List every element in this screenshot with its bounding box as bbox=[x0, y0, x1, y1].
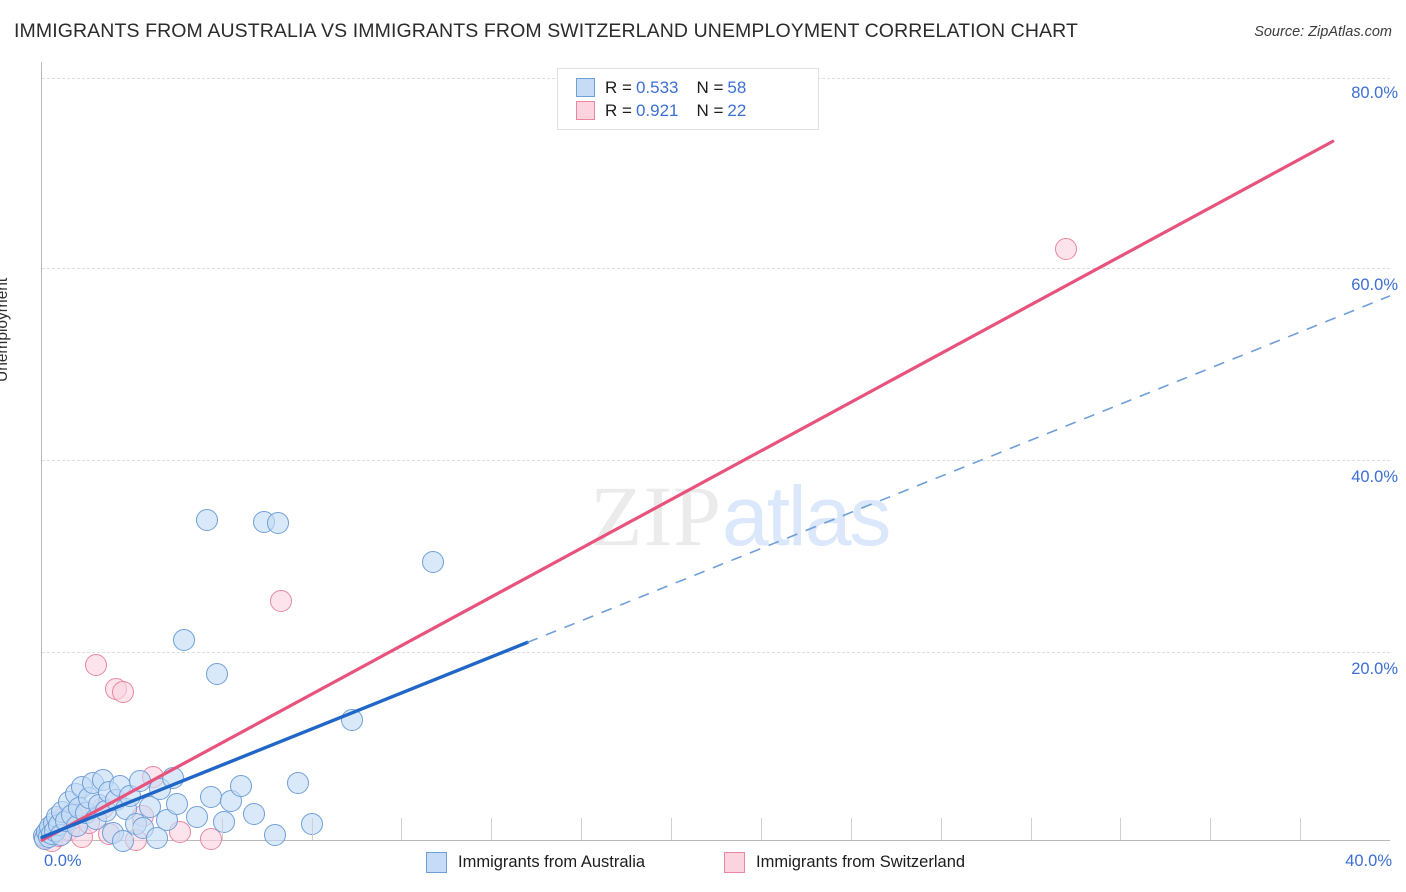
data-point bbox=[212, 811, 235, 833]
x-tick-label-min: 0.0% bbox=[44, 852, 82, 870]
series-label-switzerland: Immigrants from Switzerland bbox=[756, 853, 966, 871]
x-axis-tick bbox=[671, 818, 673, 840]
x-axis-tick bbox=[1210, 818, 1212, 840]
gridline-20 bbox=[42, 652, 1390, 653]
y-tick-label-20: 20.0% bbox=[1351, 660, 1398, 678]
y-tick-label-60: 60.0% bbox=[1351, 276, 1398, 294]
x-axis-tick bbox=[760, 818, 762, 840]
data-point bbox=[162, 766, 185, 789]
x-axis-tick bbox=[221, 818, 223, 840]
source-attribution: Source: ZipAtlas.com bbox=[1254, 24, 1392, 40]
legend-n-value-switzerland: 22 bbox=[727, 100, 747, 120]
plot-area: ZIPatlas bbox=[32, 62, 1390, 853]
x-axis-tick bbox=[850, 818, 852, 840]
page-title: IMMIGRANTS FROM AUSTRALIA VS IMMIGRANTS … bbox=[14, 20, 1078, 42]
legend-r-value-australia: 0.533 bbox=[635, 77, 679, 97]
watermark-atlas: atlas bbox=[722, 469, 891, 563]
series-swatch-switzerland bbox=[724, 852, 745, 873]
data-point bbox=[165, 792, 188, 815]
series-label-australia: Immigrants from Australia bbox=[458, 853, 646, 871]
y-tick-label-40: 40.0% bbox=[1351, 468, 1398, 486]
x-axis-tick bbox=[491, 818, 493, 840]
gridline-60 bbox=[42, 268, 1390, 269]
x-axis-tick bbox=[581, 818, 583, 840]
data-point bbox=[111, 681, 134, 704]
data-point bbox=[287, 771, 310, 794]
data-point bbox=[199, 786, 222, 809]
legend-swatch-switzerland bbox=[576, 101, 595, 120]
y-axis-title: Unemployment bbox=[0, 277, 11, 382]
data-point bbox=[84, 653, 107, 676]
data-point bbox=[186, 806, 209, 829]
data-point bbox=[270, 590, 293, 613]
x-axis-tick bbox=[1120, 818, 1122, 840]
data-point bbox=[243, 803, 266, 826]
correlation-legend: R = 0.533 N = 58 R = 0.921 N = 22 bbox=[557, 68, 819, 130]
data-point bbox=[172, 628, 195, 651]
x-axis-tick bbox=[940, 818, 942, 840]
legend-row-australia: R = 0.533 N = 58 bbox=[576, 78, 818, 98]
x-axis-tick bbox=[311, 818, 313, 840]
data-point bbox=[341, 709, 364, 732]
data-point bbox=[196, 508, 219, 531]
gridline-40 bbox=[42, 460, 1390, 461]
data-point bbox=[421, 550, 444, 573]
x-axis-tick bbox=[401, 818, 403, 840]
legend-n-label-australia: N = bbox=[696, 77, 724, 97]
data-point bbox=[263, 824, 286, 847]
series-swatch-australia bbox=[426, 852, 447, 873]
y-tick-label-80: 80.0% bbox=[1351, 84, 1398, 102]
legend-row-switzerland: R = 0.921 N = 22 bbox=[576, 101, 818, 121]
x-tick-label-max: 40.0% bbox=[1345, 852, 1392, 870]
data-point bbox=[229, 775, 252, 798]
data-point bbox=[128, 769, 151, 792]
data-point bbox=[266, 512, 289, 535]
legend-r-value-switzerland: 0.921 bbox=[635, 100, 679, 120]
watermark: ZIPatlas bbox=[590, 466, 891, 566]
series-legend-australia[interactable]: Immigrants from Australia bbox=[426, 852, 645, 873]
legend-swatch-australia bbox=[576, 78, 595, 97]
data-point bbox=[206, 663, 229, 686]
x-axis-line bbox=[42, 840, 1390, 841]
legend-n-value-australia: 58 bbox=[727, 77, 747, 97]
x-axis-tick bbox=[1300, 818, 1302, 840]
data-point bbox=[1055, 237, 1078, 260]
watermark-zip: ZIP bbox=[590, 468, 722, 564]
legend-n-label-switzerland: N = bbox=[696, 100, 724, 120]
x-axis-tick bbox=[131, 818, 133, 840]
series-legend-switzerland[interactable]: Immigrants from Switzerland bbox=[724, 852, 965, 873]
legend-r-label-australia: R = bbox=[605, 77, 632, 97]
legend-r-label-switzerland: R = bbox=[605, 100, 632, 120]
x-axis-tick bbox=[1030, 818, 1032, 840]
